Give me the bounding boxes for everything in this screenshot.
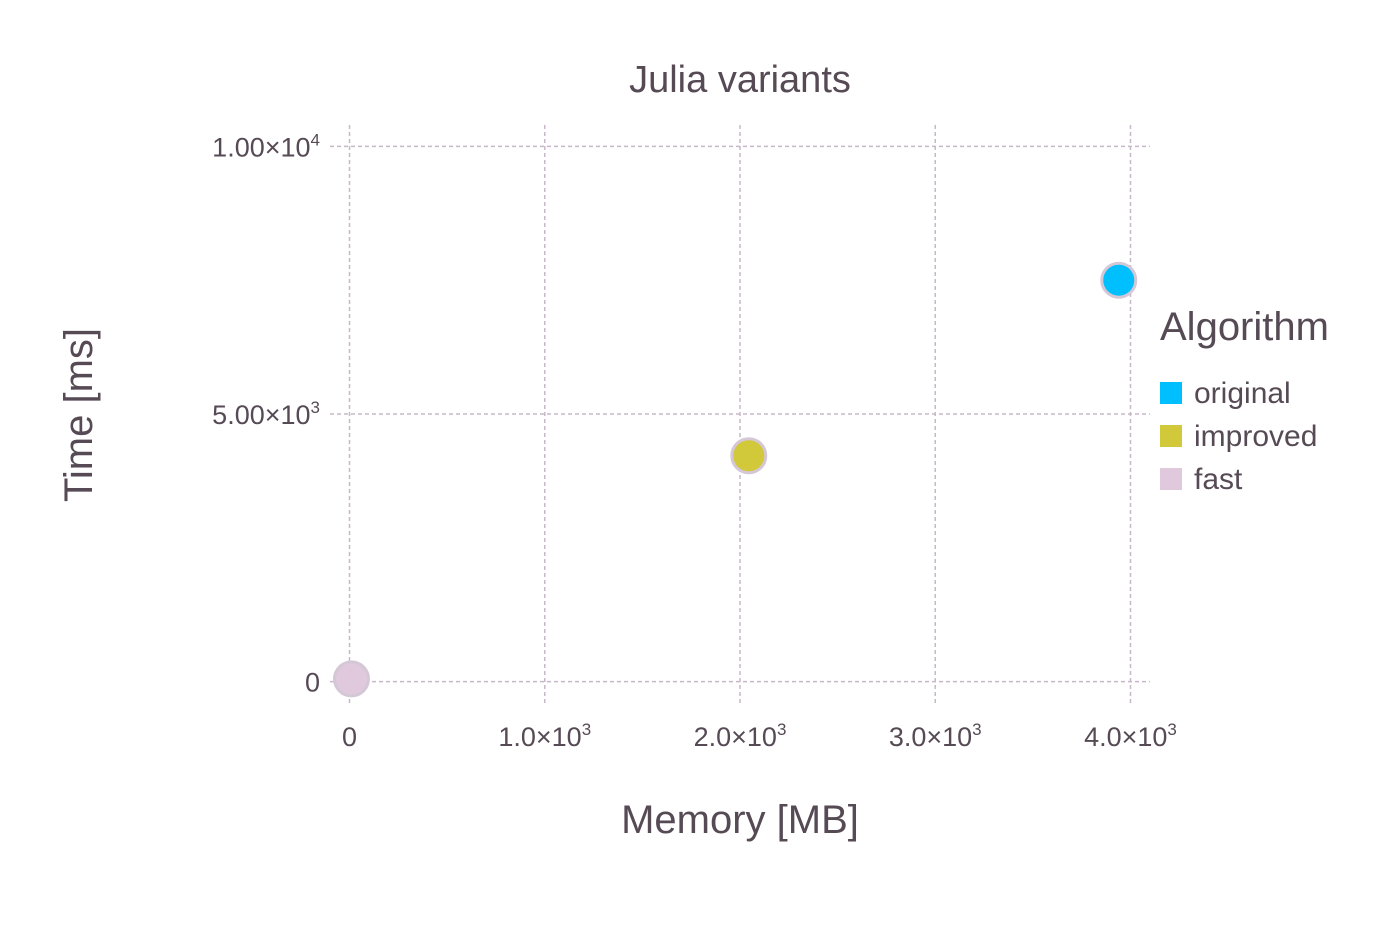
y-tick-label-0: 0: [305, 668, 320, 698]
x-tick-label-1: 1.0×103: [498, 720, 591, 752]
legend-items: original improved fast: [1160, 377, 1317, 496]
tick-labels: 0 1.0×103 2.0×103 3.0×103 4.0×10305.00×1031.…: [212, 130, 1177, 752]
y-axis-label: Time [ms]: [57, 328, 101, 502]
y-tick-label-2-base: 1.00×10: [212, 132, 310, 162]
data-point-fast: [332, 660, 370, 698]
x-tick-label-4-exponent: 3: [1167, 720, 1176, 739]
x-tick-label-1-exponent: 3: [582, 720, 591, 739]
legend: Algorithm original improved fast: [1160, 305, 1329, 496]
legend-label-improved: improved: [1194, 420, 1317, 453]
legend-swatch-fast: [1160, 468, 1182, 490]
legend-swatch-improved: [1160, 425, 1182, 447]
y-tick-label-2: 1.00×104: [212, 130, 320, 162]
legend-swatch-original: [1160, 382, 1182, 404]
legend-title: Algorithm: [1160, 305, 1329, 349]
data-point-improved: [730, 437, 768, 475]
x-axis-label: Memory [MB]: [621, 798, 859, 842]
legend-label-original: original: [1194, 377, 1291, 410]
x-tick-label-4: 4.0×103: [1084, 720, 1177, 752]
x-tick-label-3-exponent: 3: [972, 720, 981, 739]
x-tick-label-3: 3.0×103: [889, 720, 982, 752]
y-tick-label-1: 5.00×103: [212, 398, 320, 430]
legend-label-fast: fast: [1194, 463, 1243, 496]
x-tick-label-0: 0: [342, 722, 357, 752]
data-point-original: [1100, 261, 1138, 299]
chart-title: Julia variants: [629, 59, 851, 101]
x-tick-label-0-base: 0: [342, 722, 357, 752]
x-tick-label-3-base: 3.0×10: [889, 722, 972, 752]
x-tick-label-4-base: 4.0×10: [1084, 722, 1167, 752]
x-tick-label-1-base: 1.0×10: [498, 722, 581, 752]
data-points: [332, 261, 1138, 698]
x-tick-label-2-exponent: 3: [777, 720, 786, 739]
grid: [330, 125, 1150, 703]
y-tick-label-0-base: 0: [305, 668, 320, 698]
y-tick-label-1-exponent: 3: [311, 398, 320, 417]
y-tick-label-1-base: 5.00×10: [212, 400, 310, 430]
y-tick-label-2-exponent: 4: [311, 130, 320, 149]
x-tick-label-2-base: 2.0×10: [694, 722, 777, 752]
x-tick-label-2: 2.0×103: [694, 720, 787, 752]
